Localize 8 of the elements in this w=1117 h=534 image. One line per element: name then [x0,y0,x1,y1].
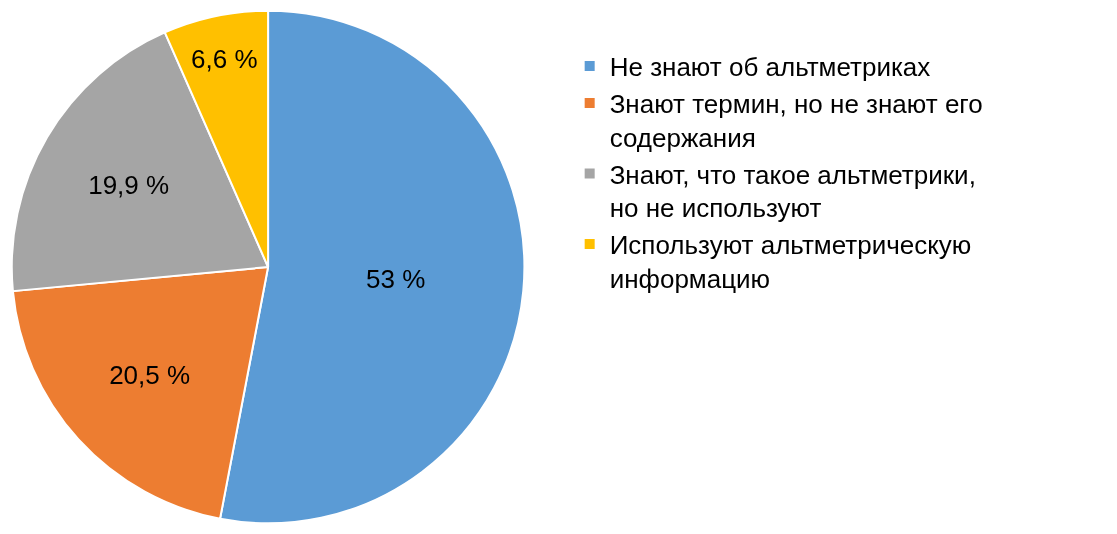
data-label: 20,5 % [109,359,191,390]
legend-label: Знают, что такое альтметрики, но не используют [609,159,976,224]
data-label: 6,6 % [191,43,258,74]
legend-label: Используют альтметрическую информацию [609,230,972,295]
data-label: 53 % [366,264,426,295]
legend-label: Знают термин, но не знают его содержания [609,89,983,153]
data-label: 19,9 % [88,170,170,201]
legend-label: Не знают об альтметриках [609,52,931,83]
